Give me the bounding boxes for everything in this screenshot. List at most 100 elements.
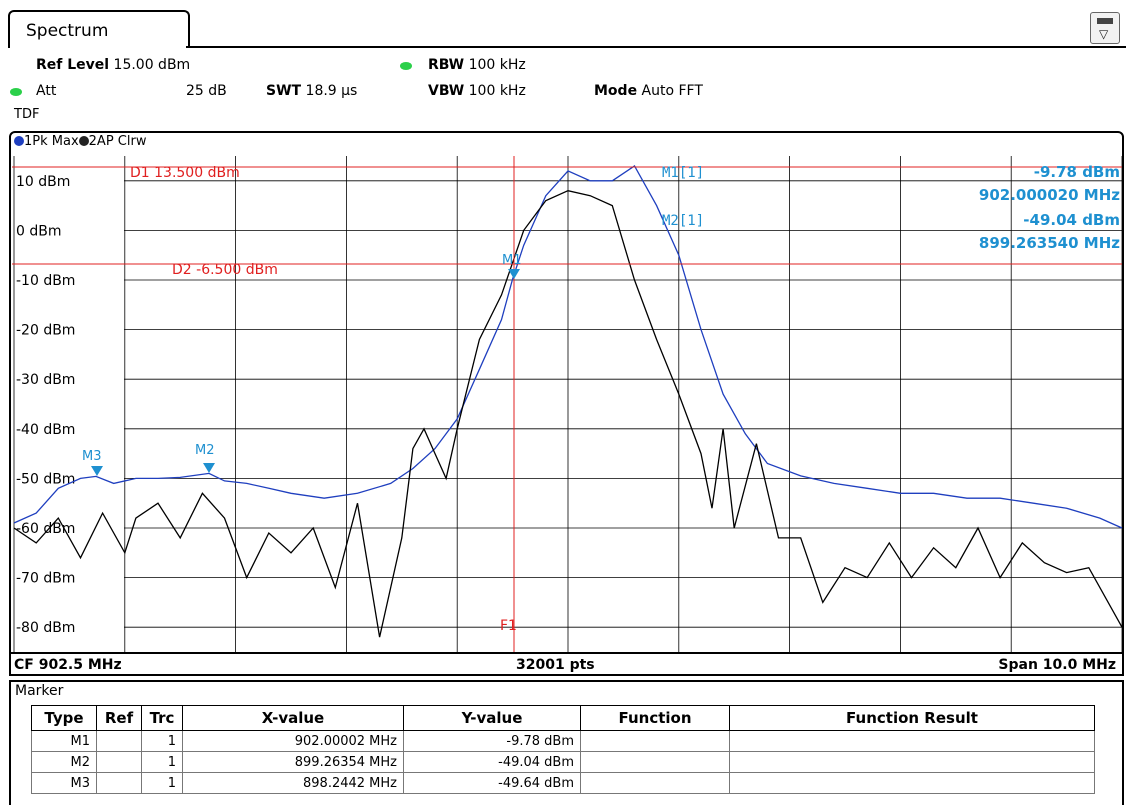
att-label[interactable]: Att [36, 83, 57, 99]
tab-spectrum[interactable]: Spectrum [8, 10, 190, 48]
spectrum-diagram-frame [9, 131, 1124, 676]
table-cell [580, 772, 730, 794]
tab-label: Spectrum [26, 21, 109, 41]
att-value[interactable]: 25 dB [186, 83, 227, 99]
table-header-row: Type Ref Trc X-value Y-value Function Fu… [31, 705, 1095, 731]
table-row[interactable]: M2 1 899.26354 MHz -49.04 dBm [31, 751, 1095, 773]
table-cell: M3 [31, 772, 97, 794]
vbw-value: 100 kHz [468, 83, 526, 99]
f1-label: F1 [500, 618, 517, 634]
y-tick-label: 0 dBm [16, 223, 62, 239]
table-cell [580, 730, 730, 752]
ref-level[interactable]: Ref Level 15.00 dBm [36, 57, 190, 73]
table-cell: -9.78 dBm [403, 730, 581, 752]
m3-marker-triangle-icon[interactable] [91, 466, 103, 476]
y-tick-label: -10 dBm [16, 273, 75, 289]
trace-2ap-clrw-line [13, 190, 1123, 638]
table-cell [729, 730, 1095, 752]
table-row[interactable]: M3 1 898.2442 MHz -49.64 dBm [31, 772, 1095, 794]
y-axis-ticks: 10 dBm 0 dBm -10 dBm -20 dBm -30 dBm -40 dBm -… [16, 174, 75, 636]
y-tick-label: -50 dBm [16, 471, 75, 487]
y-tick-label: -20 dBm [16, 323, 75, 339]
y-tick-label: -70 dBm [16, 571, 75, 587]
table-cell: 898.2442 MHz [182, 772, 404, 794]
tab-divider [186, 46, 1126, 48]
ref-level-value: 15.00 dBm [113, 57, 191, 73]
status-bar: CF 902.5 MHz 32001 pts Span 10.0 MHz [10, 652, 1122, 676]
table-cell [729, 751, 1095, 773]
window-icon [1097, 18, 1113, 24]
table-cell: M1 [31, 730, 97, 752]
table-cell: -49.64 dBm [403, 772, 581, 794]
column-header: Ref [96, 705, 142, 731]
column-header: X-value [182, 705, 404, 731]
y-tick-label: 10 dBm [16, 174, 70, 190]
trace1-label[interactable]: 1Pk Max [24, 134, 79, 149]
mode-label: Mode [594, 83, 638, 99]
marker-table: Type Ref Trc X-value Y-value Function Fu… [31, 705, 1095, 794]
table-cell: 899.26354 MHz [182, 751, 404, 773]
y-tick-label: -30 dBm [16, 372, 75, 388]
table-cell [96, 772, 142, 794]
trace2-label[interactable]: 2AP Clrw [88, 134, 147, 149]
m1-readout-label: M1[1] [662, 165, 704, 181]
mode-value: Auto FFT [641, 83, 703, 99]
span[interactable]: Span 10.0 MHz [998, 657, 1116, 673]
tdf-label: TDF [14, 107, 40, 122]
trace2-dot-icon [78, 136, 89, 146]
table-cell [96, 751, 142, 773]
d2-label: D2 -6.500 dBm [172, 262, 278, 278]
m1-readout-freq: 902.000020 MHz [979, 186, 1120, 204]
column-header: Function [580, 705, 730, 731]
m3-plot-label: M3 [82, 449, 102, 464]
trace-1pk-max-line [13, 164, 1123, 529]
grid [13, 156, 1123, 652]
table-cell: -49.04 dBm [403, 751, 581, 773]
mode[interactable]: Mode Auto FFT [594, 83, 703, 99]
vbw[interactable]: VBW 100 kHz [428, 83, 526, 99]
column-header: Y-value [403, 705, 581, 731]
marker-panel: Marker Type Ref Trc X-value Y-value Func… [9, 680, 1124, 805]
table-row[interactable]: M1 1 902.00002 MHz -9.78 dBm [31, 730, 1095, 752]
y-tick-label: -60 dBm [16, 521, 75, 537]
traces [13, 164, 1123, 638]
table-cell: 1 [141, 751, 183, 773]
swt-value: 18.9 µs [305, 83, 358, 99]
m1-plot-label: M1 [502, 253, 522, 268]
column-header: Trc [141, 705, 183, 731]
table-cell: 902.00002 MHz [182, 730, 404, 752]
sweep-points[interactable]: 32001 pts [516, 657, 595, 673]
m2-readout-label: M2[1] [662, 213, 704, 229]
m1-readout-level: -9.78 dBm [1034, 163, 1120, 181]
swt[interactable]: SWT 18.9 µs [266, 83, 357, 99]
triangle-down-icon: ▽ [1099, 27, 1109, 41]
center-frequency[interactable]: CF 902.5 MHz [14, 657, 122, 673]
table-cell [96, 730, 142, 752]
trace-legend: 1Pk Max 2AP Clrw [14, 134, 146, 149]
swt-label: SWT [266, 83, 302, 99]
m2-marker-triangle-icon[interactable] [203, 463, 215, 473]
rbw-indicator-icon [400, 62, 412, 70]
d1-label: D1 13.500 dBm [130, 165, 240, 181]
column-header: Function Result [729, 705, 1095, 731]
m1-marker-triangle-icon[interactable] [508, 269, 520, 279]
rbw[interactable]: RBW 100 kHz [428, 57, 526, 73]
window-menu-button[interactable]: ▽ [1090, 12, 1120, 44]
rbw-value: 100 kHz [468, 57, 526, 73]
y-tick-label: -40 dBm [16, 422, 75, 438]
trace1-dot-icon [14, 136, 24, 146]
marker-panel-title: Marker [15, 683, 64, 699]
vbw-label: VBW [428, 83, 465, 99]
table-cell [729, 772, 1095, 794]
y-tick-label: -80 dBm [16, 620, 75, 636]
table-cell: M2 [31, 751, 97, 773]
table-cell: 1 [141, 772, 183, 794]
overlay: D1 13.500 dBm D2 -6.500 dBm F1 M1[1] -9.… [12, 156, 1122, 652]
table-cell: 1 [141, 730, 183, 752]
table-cell [580, 751, 730, 773]
rbw-label: RBW [428, 57, 465, 73]
column-header: Type [31, 705, 97, 731]
ref-level-label: Ref Level [36, 57, 110, 73]
att-indicator-icon [10, 88, 22, 96]
